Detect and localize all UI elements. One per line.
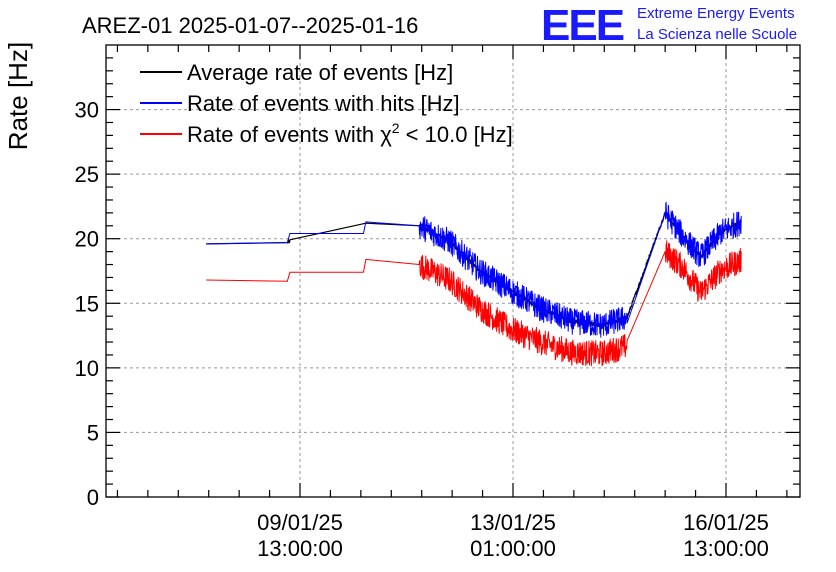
legend-chi-suffix: < 10.0 [Hz] <box>400 122 513 147</box>
legend-avg-label: Average rate of events [Hz] <box>187 60 453 85</box>
y-tick-label: 0 <box>87 485 99 510</box>
y-axis-label: Rate [Hz] <box>3 42 33 150</box>
y-tick-label: 30 <box>75 98 99 123</box>
legend: Average rate of events [Hz] Rate of even… <box>140 60 513 147</box>
eee-logo: EEE <box>541 1 624 50</box>
legend-hits-label: Rate of events with hits [Hz] <box>187 91 460 116</box>
logo-line-1: Extreme Energy Events <box>637 5 795 22</box>
y-tick-label: 15 <box>75 291 99 316</box>
series-chi2-rate <box>206 240 742 367</box>
x-tick-date-label: 16/01/25 <box>683 510 769 535</box>
x-tick-time-label: 13:00:00 <box>257 536 343 561</box>
x-tick-date-label: 09/01/25 <box>257 510 343 535</box>
x-tick-time-label: 01:00:00 <box>470 536 556 561</box>
x-tick-date-label: 13/01/25 <box>470 510 556 535</box>
chart-title: AREZ-01 2025-01-07--2025-01-16 <box>82 13 418 38</box>
series-hits-rate <box>206 201 742 338</box>
series-average-rate <box>206 211 742 328</box>
axes: 05101520253009/01/2513:00:0013/01/2501:0… <box>75 44 801 561</box>
logo-line-2: La Scienza nelle Scuole <box>637 26 797 43</box>
y-tick-label: 25 <box>75 162 99 187</box>
legend-chi-sup: 2 <box>392 120 400 136</box>
series-layer <box>206 201 742 367</box>
y-tick-label: 10 <box>75 356 99 381</box>
x-tick-time-label: 13:00:00 <box>683 536 769 561</box>
legend-chi-label: Rate of events with χ2 < 10.0 [Hz] <box>187 120 513 147</box>
plot-frame <box>105 44 801 498</box>
y-tick-label: 20 <box>75 227 99 252</box>
y-tick-label: 5 <box>87 420 99 445</box>
legend-chi-prefix: Rate of events with χ <box>187 122 392 147</box>
